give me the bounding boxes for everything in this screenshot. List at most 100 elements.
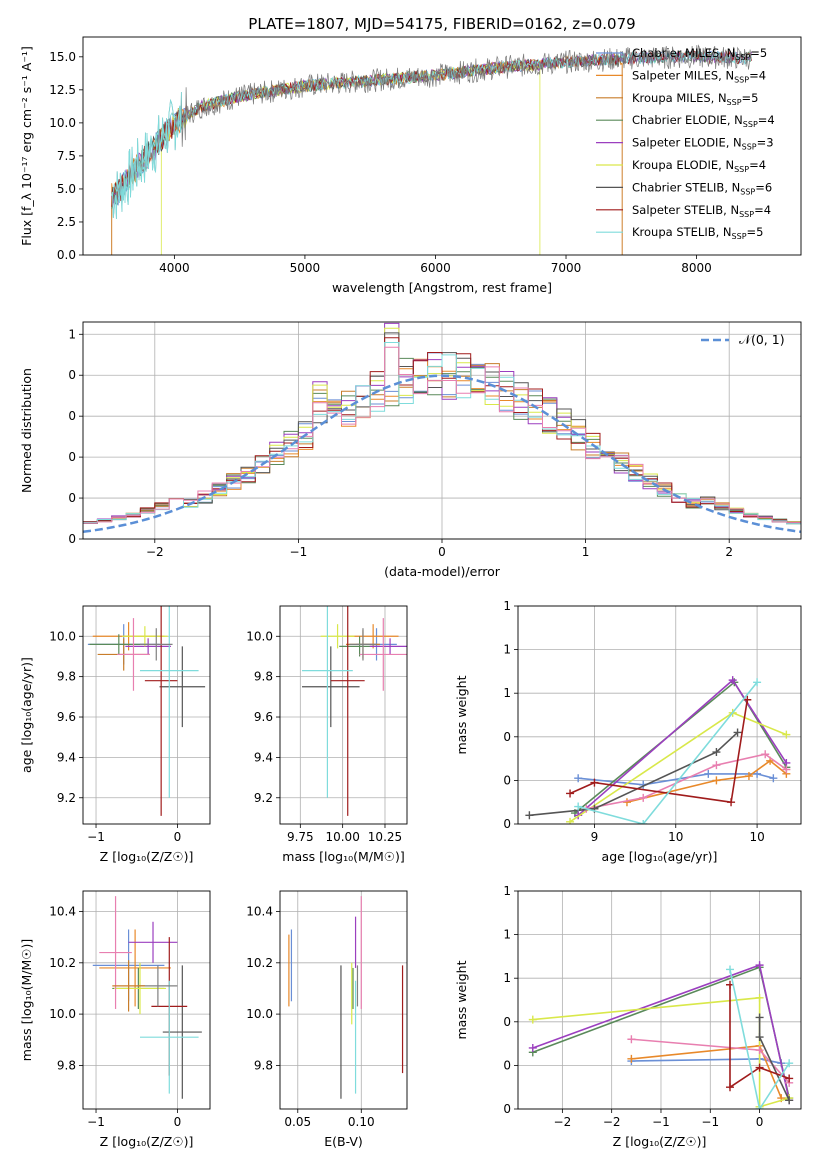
weight-marker [712,776,721,785]
x-axis-label: Z [log₁₀(Z/Z☉)] [613,1134,707,1149]
y-tick-label: 1 [68,327,76,341]
y-tick-label: 1 [503,686,511,700]
legend-tail: =6 [755,180,772,194]
axes-frame [279,605,408,825]
y-axis-label: mass weight [454,960,469,1039]
model-spectrum-line [160,59,541,255]
axes-frame [279,890,408,1110]
y-tick-label: 0 [503,817,511,831]
weight-marker [785,1096,794,1105]
weight-marker [566,789,575,798]
weight-marker [755,993,764,1002]
legend-label: Salpeter MILES, NSSP=4 [632,68,766,84]
legend-subscript: SSP [735,53,750,62]
y-tick-label: 9.4 [254,750,273,764]
x-axis-label: Z [log₁₀(Z/Z☉)] [100,1134,194,1149]
x-tick-label: −2 [603,1115,621,1129]
y-tick-label: 10.0 [246,629,273,643]
weight-marker [639,793,648,802]
y-tick-label: 1 [503,971,511,985]
y-tick-label: 10.4 [49,905,76,919]
axes-frame [82,36,802,256]
x-tick-label: −1 [87,1115,105,1129]
weight-marker [733,728,742,737]
weight-line [577,681,758,824]
weight-marker [755,1046,764,1055]
y-tick-label: 0 [68,368,76,382]
weight-line [729,969,790,1109]
y-tick-label: 10.2 [49,956,76,970]
panel-age_vs_Z: −1 0 9.2 9.4 9.6 9.8 10.0 Z [log₁₀(Z/Z☉)] age [l… [19,605,211,864]
legend-subscript: SSP [727,98,742,107]
y-tick-label: 0 [68,532,76,546]
legend-tail: =4 [758,113,775,127]
histogram-line [83,342,801,525]
x-axis-label: mass [log₁₀(M/M☉)] [282,849,404,864]
y-tick-label: 9.4 [57,750,76,764]
weight-line [529,731,739,817]
y-tick-label: 7.5 [57,149,76,163]
weight-marker [755,961,764,970]
weight-marker [769,774,778,783]
legend-label: Salpeter ELODIE, NSSP=3 [632,136,774,152]
legend-label: Kroupa STELIB, NSSP=5 [632,225,763,241]
weight-marker [785,1059,794,1068]
y-axis-label: Normed distribution [19,368,34,493]
panel-mass_vs_Z: −1 0 9.8 10.0 10.2 10.4 Z [log₁₀(Z/Z☉)] mass [l… [19,890,211,1149]
legend-tail: =3 [757,136,774,150]
x-tick-label: −1 [290,545,308,559]
weight-marker [753,769,762,778]
x-tick-label: 10 [749,830,764,844]
x-tick-label: −2 [554,1115,572,1129]
panel-residuals: −2 −1 0 1 2 0 0 0 0 0 1 (data-model)/error Normed di… [19,321,802,579]
legend-label: Chabrier ELODIE, NSSP=4 [632,113,775,129]
legend-subscript: SSP [739,210,754,219]
y-tick-label: 0 [68,491,76,505]
y-tick-label: 10.0 [49,629,76,643]
x-tick-label: 0.10 [348,1115,375,1129]
weight-marker [743,695,752,704]
weight-marker [704,769,713,778]
weight-marker [590,778,599,787]
legend-subscript: SSP [734,165,749,174]
y-tick-label: 9.6 [254,710,273,724]
weight-marker [755,1063,764,1072]
panel-spectrum: 4000 5000 6000 7000 8000 0.0 2.5 5.0 7.5 10.0 12.5… [19,36,802,295]
y-tick-label: 9.8 [254,670,273,684]
legend-label: Kroupa MILES, NSSP=5 [632,91,758,107]
model-spectrum-line [111,92,182,220]
y-tick-label: 1 [503,599,511,613]
legend-tail: =4 [754,203,771,217]
weight-marker [755,1013,764,1022]
y-tick-label: 10.2 [246,956,273,970]
weight-marker [574,802,583,811]
y-tick-label: 0 [503,1058,511,1072]
x-tick-label: 6000 [420,261,451,275]
y-tick-label: 2.5 [57,215,76,229]
axes-frame [517,890,802,1110]
x-tick-label: 0 [174,830,182,844]
x-tick-label: 7000 [551,261,582,275]
plot-area [111,44,752,255]
panel-mass_vs_ebv: 0.05 0.10 9.8 10.0 10.2 10.4 E(B-V) [246,890,408,1149]
weight-marker [744,772,753,781]
y-tick-label: 5.0 [57,182,76,196]
weight-marker [753,678,762,687]
plot-area [87,606,206,816]
y-axis-label: mass weight [454,675,469,754]
weight-marker [755,1105,764,1109]
y-tick-label: 1 [503,884,511,898]
y-axis-label: mass [log₁₀(M/M☉)] [19,939,34,1061]
legend-label: Salpeter STELIB, NSSP=4 [632,203,771,219]
legend-subscript: SSP [742,143,757,152]
weight-marker [755,1033,764,1042]
plot-area [288,896,404,1099]
panel-weight_vs_Z: −2 −2 −1 −1 0 0 0 0 1 1 1 Z [log₁₀(Z/Z☉)] mass weigh… [454,884,802,1149]
weight-marker [627,1035,636,1044]
weight-marker [639,820,648,824]
x-tick-label: −1 [652,1115,670,1129]
legend-label: Chabrier STELIB, NSSP=6 [632,180,772,196]
axes-frame [82,890,211,1110]
weight-line [729,984,790,1089]
